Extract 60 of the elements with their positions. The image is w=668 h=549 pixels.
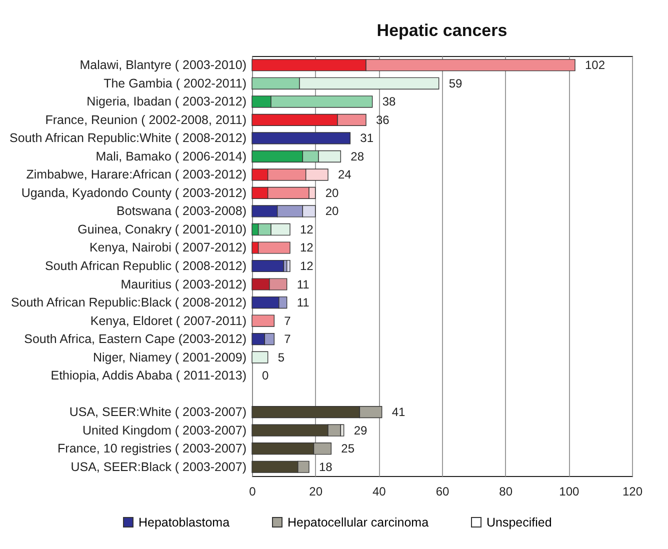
x-tick-label: 120 <box>622 484 643 498</box>
y-tick-label: France, 10 registries ( 2003-2007) <box>58 442 246 456</box>
bar <box>252 351 268 364</box>
legend-label: Unspecified <box>486 515 552 530</box>
y-tick-label: South Africa, Eastern Cape (2003-2012) <box>24 332 246 346</box>
y-tick-label: Niger, Niamey ( 2001-2009) <box>92 350 246 364</box>
total-label: 11 <box>296 277 310 292</box>
legend-label: Hepatoblastoma <box>138 515 230 530</box>
y-tick-label: Zimbabwe, Harare:African ( 2003-2012) <box>26 168 246 182</box>
total-label: 59 <box>448 76 463 90</box>
y-tick-label: France, Reunion ( 2002-2008, 2011) <box>45 112 246 127</box>
total-label: 41 <box>392 405 406 420</box>
total-label: 12 <box>300 240 314 255</box>
y-tick-label: Malawi, Blantyre ( 2003-2010) <box>80 58 246 72</box>
total-label: 29 <box>354 423 368 438</box>
y-tick-label: USA, SEER:Black ( 2003-2007) <box>70 460 246 474</box>
y-tick-label: Kenya, Nairobi ( 2007-2012) <box>89 240 246 255</box>
y-tick-label: Mali, Bamako ( 2006-2014) <box>96 149 246 164</box>
y-tick-label: South African Republic:White ( 2008-2012) <box>10 131 246 146</box>
x-tick-label: 80 <box>499 484 513 498</box>
y-tick-label: United Kingdom ( 2003-2007) <box>82 423 246 438</box>
y-tick-label: Nigeria, Ibadan ( 2003-2012) <box>86 94 246 109</box>
total-label: 7 <box>284 314 292 328</box>
y-tick-label: Uganda, Kyadondo County ( 2003-2012) <box>21 186 246 200</box>
total-label: 12 <box>300 259 314 273</box>
total-label: 7 <box>284 332 292 346</box>
y-tick-label: Botswana ( 2003-2008) <box>116 204 246 218</box>
y-tick-label: Mauritius ( 2003-2012) <box>120 277 246 292</box>
y-tick-label: USA, SEER:White ( 2003-2007) <box>69 405 246 420</box>
x-tick-label: 40 <box>372 484 386 498</box>
bar <box>252 314 275 327</box>
total-label: 12 <box>300 222 314 236</box>
total-label: 24 <box>338 168 352 182</box>
total-label: 11 <box>296 296 310 310</box>
x-tick-label: 60 <box>436 484 450 498</box>
total-label: 36 <box>376 112 390 127</box>
bar <box>252 132 351 144</box>
y-tick-label: The Gambia ( 2002-2011) <box>104 76 246 90</box>
y-tick-label: Kenya, Eldoret ( 2007-2011) <box>90 314 246 328</box>
y-tick-label: Ethiopia, Addis Ababa ( 2011-2013) <box>50 368 246 383</box>
x-tick-label: 0 <box>249 484 256 498</box>
chart-title: Hepatic cancers <box>376 21 508 40</box>
x-tick-label: 20 <box>309 484 323 498</box>
y-tick-label: Guinea, Conakry ( 2001-2010) <box>78 222 246 236</box>
x-tick-label: 100 <box>559 484 580 498</box>
total-label: 31 <box>360 131 374 146</box>
total-label: 25 <box>341 442 355 456</box>
total-label: 38 <box>382 94 396 109</box>
total-label: 102 <box>585 58 606 72</box>
y-tick-label: South African Republic ( 2008-2012) <box>44 259 246 273</box>
legend-label: Hepatocellular carcinoma <box>288 515 429 530</box>
y-tick-label: South African Republic:Black ( 2008-2012) <box>10 296 246 310</box>
bar <box>286 260 290 272</box>
total-label: 5 <box>278 350 285 364</box>
total-label: 20 <box>325 186 340 200</box>
total-label: 18 <box>319 460 333 474</box>
bar <box>252 260 284 272</box>
total-label: 20 <box>325 204 340 218</box>
total-label: 0 <box>262 368 269 383</box>
total-label: 28 <box>350 149 364 164</box>
